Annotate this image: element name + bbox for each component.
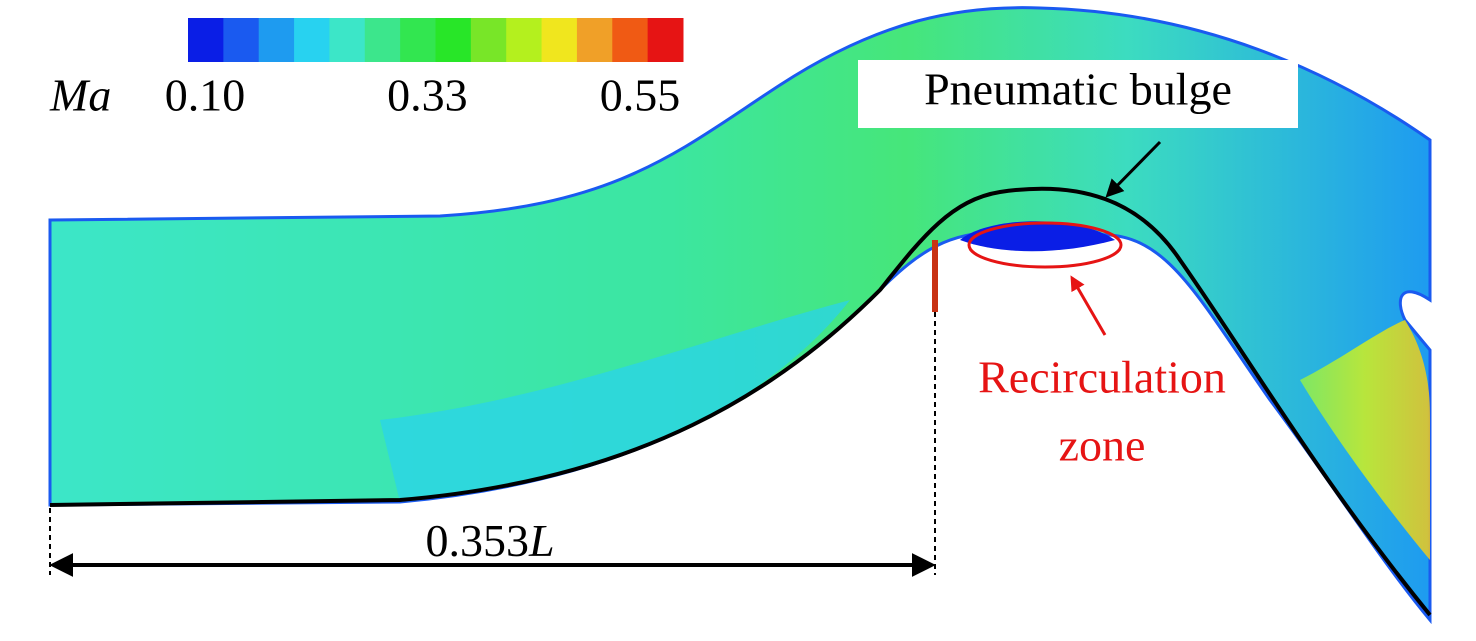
bulge-arrow	[1105, 140, 1162, 198]
colorbar-swatch	[329, 18, 366, 62]
streamline	[49, 186, 1432, 617]
duct-low-zone	[380, 300, 850, 502]
colorbar-tick-label: 0.10	[165, 70, 246, 121]
dimension-number: 0.353	[425, 515, 529, 566]
colorbar-swatch	[258, 18, 295, 62]
bulge-label-box	[858, 60, 1298, 128]
colorbar-swatch	[188, 18, 224, 62]
colorbar-swatch	[470, 18, 507, 62]
bulge-label: Pneumatic bulge	[924, 64, 1232, 115]
colorbar-tick-label: 0.55	[600, 70, 681, 121]
bulge-slot	[932, 240, 938, 312]
colorbar-swatch	[364, 18, 401, 62]
colorbar-swatch	[541, 18, 578, 62]
colorbar-swatch	[294, 18, 330, 62]
colorbar: 0.10 0.33 0.55	[165, 18, 684, 121]
colorbar-swatch	[400, 18, 436, 62]
dimension-label: 0.353L	[425, 515, 554, 566]
colorbar-swatch	[435, 18, 472, 62]
dimension-unit: L	[528, 515, 555, 566]
recirculation-label: zone	[1059, 420, 1146, 471]
colorbar-swatch	[647, 18, 684, 62]
colorbar-swatch	[506, 18, 543, 62]
recirculation-label: Recirculation	[978, 352, 1226, 403]
colorbar-tick-label: 0.33	[387, 70, 468, 121]
colorbar-swatch	[223, 18, 260, 62]
recirculation-arrow	[1070, 275, 1107, 336]
recirculation-marker	[967, 221, 1123, 269]
colorbar-swatch	[612, 18, 649, 62]
duct-high-zone	[1300, 320, 1430, 560]
colorbar-swatch	[576, 18, 613, 62]
colorbar-label: Ma	[49, 70, 111, 121]
